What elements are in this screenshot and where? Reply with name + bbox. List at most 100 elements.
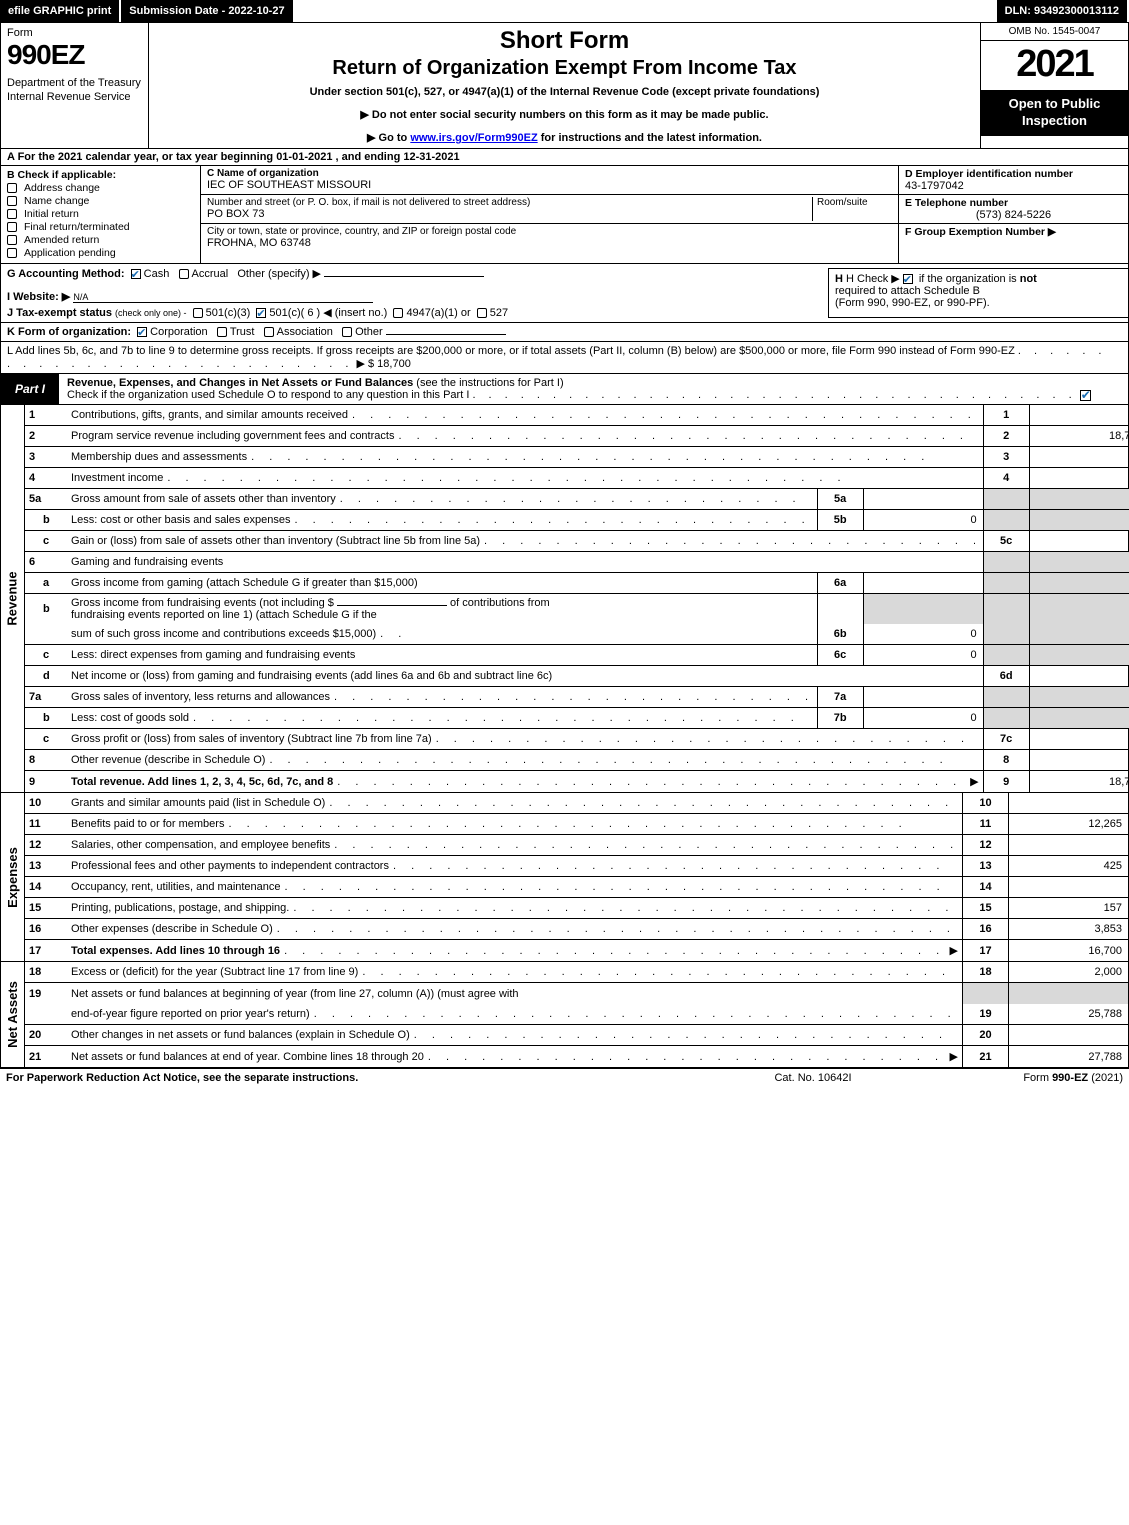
row-j: J Tax-exempt status (check only one) - 5…: [7, 306, 822, 319]
chk-501c3[interactable]: [193, 308, 203, 318]
side-expenses: Expenses: [1, 793, 25, 961]
line-9-value: 18,700: [1029, 771, 1129, 792]
chk-527[interactable]: [477, 308, 487, 318]
ein: 43-1797042: [905, 180, 1122, 192]
chk-address-change[interactable]: [7, 183, 17, 193]
line-21: 21 Net assets or fund balances at end of…: [25, 1046, 1128, 1067]
chk-corp[interactable]: [137, 327, 147, 337]
page-footer: For Paperwork Reduction Act Notice, see …: [0, 1069, 1129, 1087]
line-2: 2 Program service revenue including gove…: [25, 426, 1129, 447]
line-1: 1 Contributions, gifts, grants, and simi…: [25, 405, 1129, 426]
line-19-value: 25,788: [1008, 1004, 1128, 1024]
header-left: Form 990EZ Department of the Treasury In…: [1, 23, 149, 148]
dln: DLN: 93492300013112: [997, 0, 1129, 22]
net-assets-block: Net Assets 18 Excess or (deficit) for th…: [1, 962, 1128, 1068]
department: Department of the Treasury Internal Reve…: [7, 77, 142, 105]
part1-title: Revenue, Expenses, and Changes in Net As…: [59, 374, 1128, 404]
chk-name-change[interactable]: [7, 196, 17, 206]
chk-pending[interactable]: [7, 248, 17, 258]
org-name: IEC OF SOUTHEAST MISSOURI: [207, 179, 892, 191]
line-6b-part2: sum of such gross income and contributio…: [25, 624, 1129, 645]
chk-schedule-o-part1[interactable]: [1080, 390, 1091, 401]
line-6: 6 Gaming and fundraising events: [25, 552, 1129, 573]
row-g: G Accounting Method: Cash Accrual Other …: [1, 264, 828, 322]
chk-final-return[interactable]: [7, 222, 17, 232]
form-label: Form: [7, 27, 142, 39]
part1-tab: Part I: [1, 374, 59, 404]
chk-initial-return[interactable]: [7, 209, 17, 219]
chk-accrual[interactable]: [179, 269, 189, 279]
line-6b-part1: b Gross income from fundraising events (…: [25, 594, 1129, 624]
other-specify-input[interactable]: [324, 276, 484, 277]
line-2-value: 18,700: [1029, 426, 1129, 446]
submission-date: Submission Date - 2022-10-27: [121, 0, 294, 22]
short-form-title: Short Form: [157, 27, 972, 55]
cat-no: Cat. No. 10642I: [683, 1072, 943, 1084]
row-i: I Website: ▶ N/A: [7, 290, 822, 303]
telephone: (573) 824-5226: [905, 209, 1122, 221]
row-a-tax-year: A For the 2021 calendar year, or tax yea…: [1, 149, 1128, 166]
line-5c: c Gain or (loss) from sale of assets oth…: [25, 531, 1129, 552]
note-ssn: ▶ Do not enter social security numbers o…: [157, 108, 972, 121]
line-21-value: 27,788: [1008, 1046, 1128, 1067]
group-exemption-block: F Group Exemption Number ▶: [898, 224, 1128, 263]
col-cde: C Name of organization IEC OF SOUTHEAST …: [201, 166, 1128, 263]
line-20: 20 Other changes in net assets or fund b…: [25, 1025, 1128, 1046]
irs-link[interactable]: www.irs.gov/Form990EZ: [410, 132, 537, 144]
chk-amended[interactable]: [7, 235, 17, 245]
paperwork-notice: For Paperwork Reduction Act Notice, see …: [6, 1072, 683, 1084]
line-6a: a Gross income from gaming (attach Sched…: [25, 573, 1129, 594]
note-goto: ▶ Go to www.irs.gov/Form990EZ for instru…: [157, 131, 972, 144]
line-18: 18 Excess or (deficit) for the year (Sub…: [25, 962, 1128, 983]
line-6d: d Net income or (loss) from gaming and f…: [25, 666, 1129, 687]
telephone-block: E Telephone number (573) 824-5226: [898, 195, 1128, 223]
open-to-public: Open to Public Inspection: [981, 90, 1128, 136]
form-ref: Form 990-EZ (2021): [943, 1072, 1123, 1084]
chk-other-org[interactable]: [342, 327, 352, 337]
header-right: OMB No. 1545-0047 2021 Open to Public In…: [980, 23, 1128, 148]
form-number: 990EZ: [7, 39, 142, 71]
line-16-value: 3,853: [1008, 919, 1128, 939]
return-title: Return of Organization Exempt From Incom…: [157, 57, 972, 80]
form-990ez: Form 990EZ Department of the Treasury In…: [0, 22, 1129, 1069]
row-k: K Form of organization: Corporation Trus…: [1, 322, 1128, 342]
ein-block: D Employer identification number 43-1797…: [898, 166, 1128, 194]
line-7b: b Less: cost of goods sold. . . . . . . …: [25, 708, 1129, 729]
top-bar: efile GRAPHIC print Submission Date - 20…: [0, 0, 1129, 22]
expenses-block: Expenses 10 Grants and similar amounts p…: [1, 793, 1128, 962]
line-7a: 7a Gross sales of inventory, less return…: [25, 687, 1129, 708]
line-5a: 5a Gross amount from sale of assets othe…: [25, 489, 1129, 510]
col-b-title: B Check if applicable:: [7, 169, 194, 181]
line-18-value: 2,000: [1008, 962, 1128, 982]
header-center: Short Form Return of Organization Exempt…: [149, 23, 980, 148]
address-block: Number and street (or P. O. box, if mail…: [201, 195, 898, 223]
line-10: 10 Grants and similar amounts paid (list…: [25, 793, 1128, 814]
line-7c: c Gross profit or (loss) from sales of i…: [25, 729, 1129, 750]
omb-number: OMB No. 1545-0047: [981, 23, 1128, 41]
subtitle: Under section 501(c), 527, or 4947(a)(1)…: [157, 86, 972, 98]
org-name-block: C Name of organization IEC OF SOUTHEAST …: [201, 166, 898, 194]
line-19-part1: 19 Net assets or fund balances at beginn…: [25, 983, 1128, 1004]
chk-assoc[interactable]: [264, 327, 274, 337]
line-13: 13 Professional fees and other payments …: [25, 856, 1128, 877]
line-14: 14 Occupancy, rent, utilities, and maint…: [25, 877, 1128, 898]
line-8: 8 Other revenue (describe in Schedule O)…: [25, 750, 1129, 771]
line-6c: c Less: direct expenses from gaming and …: [25, 645, 1129, 666]
form-header: Form 990EZ Department of the Treasury In…: [1, 23, 1128, 149]
chk-4947[interactable]: [393, 308, 403, 318]
efile-print[interactable]: efile GRAPHIC print: [0, 0, 121, 22]
chk-schedule-b[interactable]: [903, 274, 913, 284]
col-b-checkboxes: B Check if applicable: Address change Na…: [1, 166, 201, 263]
row-h: H H Check ▶ if the organization is not r…: [828, 268, 1128, 318]
line-13-value: 425: [1008, 856, 1128, 876]
line-15: 15 Printing, publications, postage, and …: [25, 898, 1128, 919]
chk-501c[interactable]: [256, 308, 266, 318]
line-15-value: 157: [1008, 898, 1128, 918]
line-12: 12 Salaries, other compensation, and emp…: [25, 835, 1128, 856]
row-bcdef: B Check if applicable: Address change Na…: [1, 166, 1128, 263]
row-gh: G Accounting Method: Cash Accrual Other …: [1, 263, 1128, 322]
chk-cash[interactable]: [131, 269, 141, 279]
chk-trust[interactable]: [217, 327, 227, 337]
line-11-value: 12,265: [1008, 814, 1128, 834]
side-revenue: Revenue: [1, 405, 25, 792]
